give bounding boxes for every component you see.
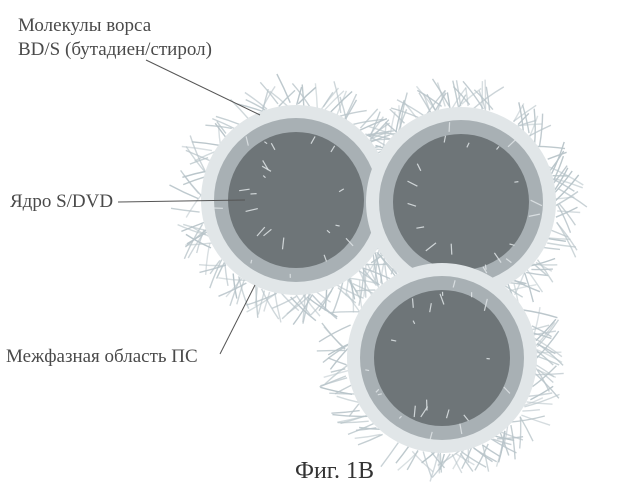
label-fuzz: Молекулы ворса BD/S (бутадиен/стирол): [18, 14, 212, 62]
particle-2: [347, 263, 537, 453]
figure-caption: Фиг. 1B: [295, 458, 374, 485]
label-core: Ядро S/DVD: [10, 190, 113, 214]
particle-diagram: [0, 0, 642, 500]
label-shell: Межфазная область ПС: [6, 345, 198, 369]
